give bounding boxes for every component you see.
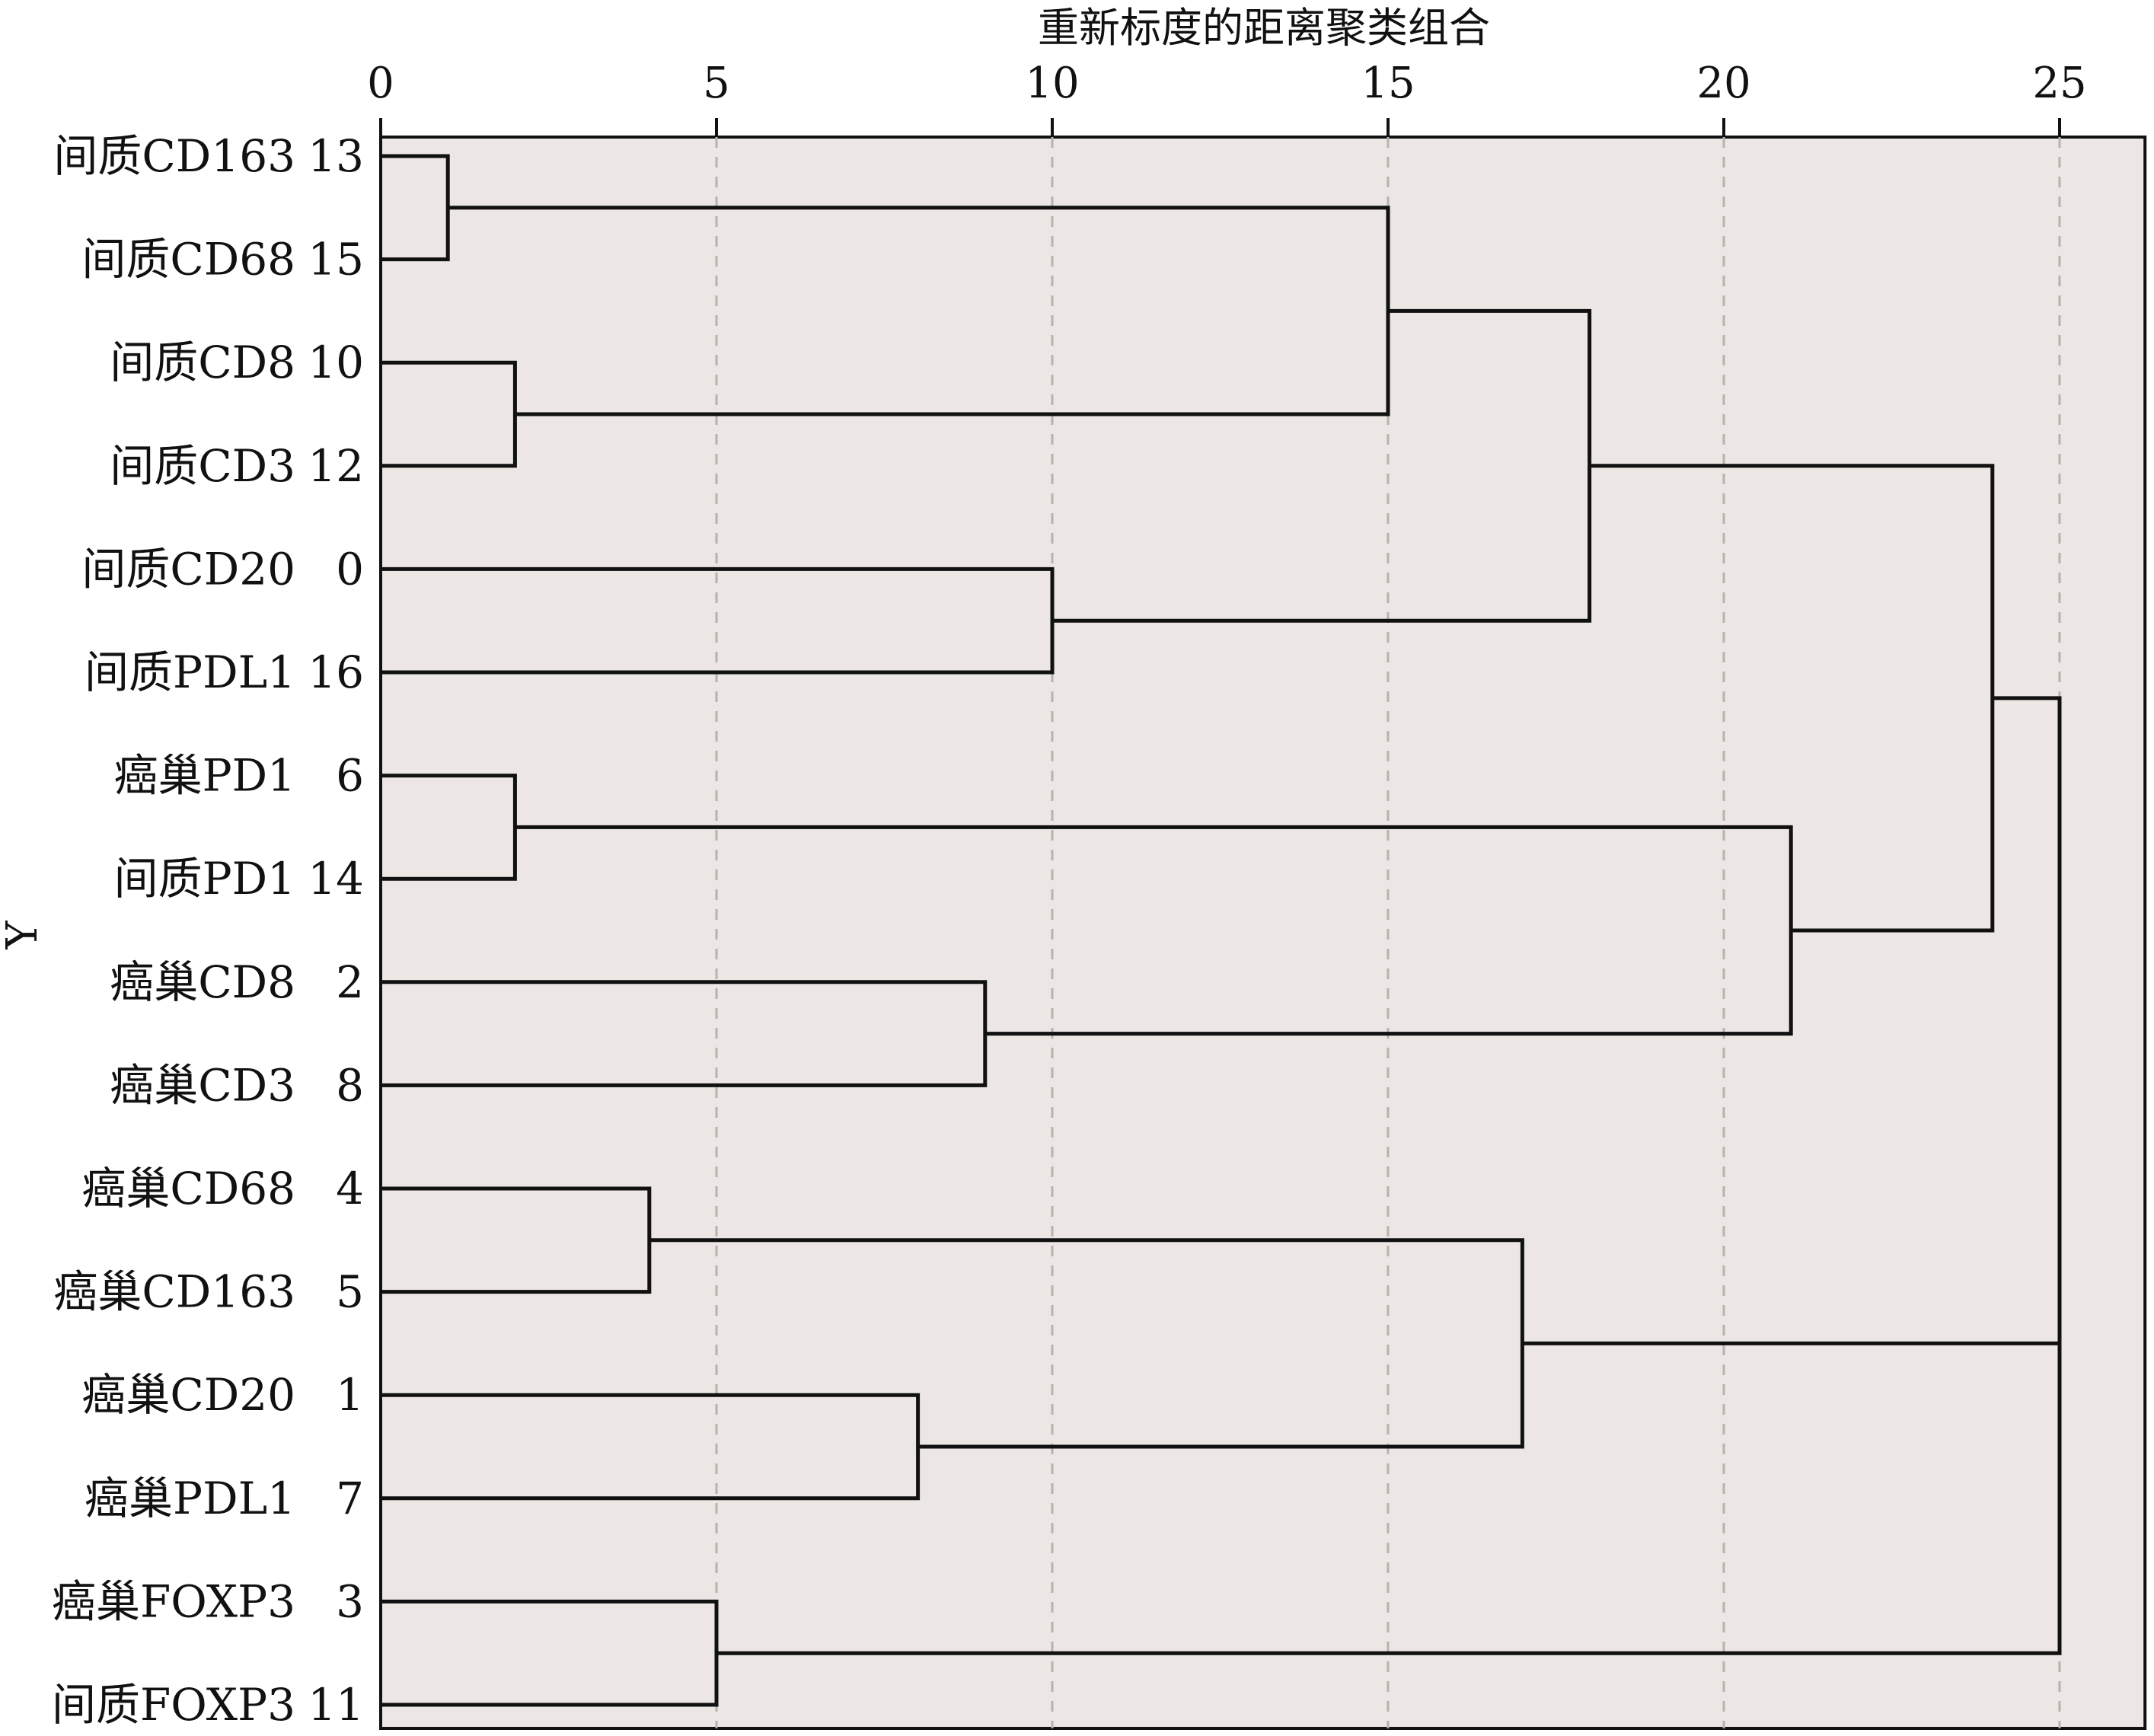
x-tick-label: 25 [2032,59,2086,108]
y-axis-label: Y [0,920,47,949]
leaf-label: 间质CD20 [81,543,295,595]
leaf-index: 6 [336,750,364,802]
x-tick-label: 20 [1696,59,1750,108]
leaf-label: 癌巢CD3 [110,1059,295,1111]
leaf-label: 间质PDL1 [85,646,295,698]
dendrogram-links [381,154,2062,1707]
leaf-label: 癌巢CD163 [53,1266,295,1318]
leaf-label: 间质CD8 [110,337,295,388]
leaf-index: 10 [308,337,364,388]
leaf-index: 1 [336,1369,364,1421]
x-tick-label: 0 [367,59,394,108]
x-axis-title: 重新标度的距离聚类组合 [1038,4,1490,52]
leaf-label: 癌巢CD8 [110,956,295,1008]
x-axis: 0 5 10 15 20 25 [367,59,2087,137]
leaf-label: 间质CD163 [53,130,295,182]
leaf-index: 5 [336,1266,364,1318]
plot-area [379,136,2147,1730]
x-tick-label: 15 [1361,59,1415,108]
leaf-index: 0 [336,543,364,595]
leaf-label: 癌巢PDL1 [85,1473,295,1524]
leaf-index: 14 [308,853,364,905]
leaf-label: 癌巢PD1 [114,750,295,802]
plot-background [379,136,2147,1730]
leaf-index: 8 [336,1059,364,1111]
leaf-label: 间质PD1 [114,853,295,905]
leaf-index: 4 [336,1163,364,1214]
x-tick-label: 10 [1025,59,1079,108]
x-tick-label: 5 [703,59,730,108]
leaf-index: 11 [308,1679,364,1731]
leaf-label: 间质FOXP3 [52,1679,295,1731]
leaf-index: 16 [308,646,364,698]
leaf-index: 13 [308,130,364,182]
leaf-index: 7 [336,1473,364,1524]
leaf-index: 3 [336,1575,364,1627]
leaf-index: 2 [336,956,364,1008]
leaf-label: 癌巢FOXP3 [52,1575,295,1627]
dendrogram-link [1992,696,2062,1498]
leaf-label: 癌巢CD20 [81,1369,295,1421]
leaf-index: 15 [308,234,364,286]
leaf-label: 间质CD3 [110,440,295,492]
leaf-index: 12 [308,440,364,492]
leaf-label: 间质CD68 [81,234,295,286]
leaf-label: 癌巢CD68 [81,1163,295,1214]
